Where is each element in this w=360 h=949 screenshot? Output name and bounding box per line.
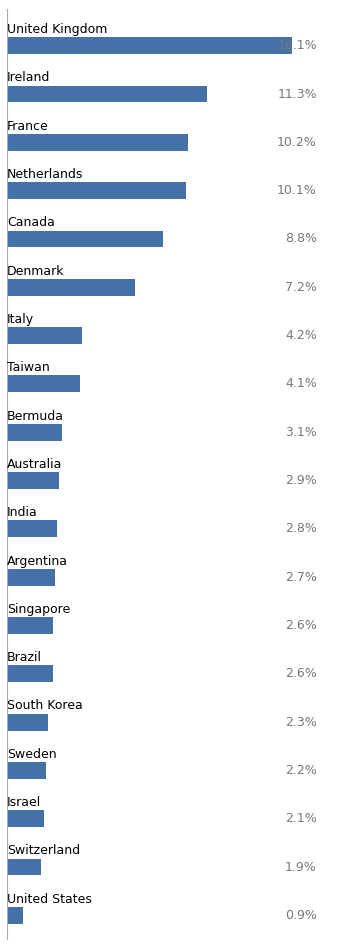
Text: Australia: Australia: [7, 457, 63, 471]
Text: Brazil: Brazil: [7, 651, 42, 664]
Bar: [7, 472, 59, 489]
Text: South Korea: South Korea: [7, 699, 83, 713]
Bar: [7, 424, 62, 440]
Text: Denmark: Denmark: [7, 265, 65, 278]
Bar: [7, 520, 57, 537]
Text: United States: United States: [7, 893, 92, 905]
Bar: [7, 327, 81, 344]
Bar: [7, 231, 163, 248]
Bar: [7, 714, 48, 731]
Bar: [7, 762, 46, 779]
Text: 2.1%: 2.1%: [285, 812, 317, 826]
Bar: [7, 568, 55, 586]
Text: Netherlands: Netherlands: [7, 168, 84, 181]
Text: 7.2%: 7.2%: [285, 281, 317, 294]
Bar: [7, 182, 186, 199]
Bar: [7, 85, 207, 102]
Text: Argentina: Argentina: [7, 554, 68, 568]
Text: France: France: [7, 120, 49, 133]
Bar: [7, 907, 23, 923]
Bar: [7, 617, 53, 634]
Text: 2.2%: 2.2%: [285, 764, 317, 777]
Bar: [7, 279, 135, 296]
Text: 2.9%: 2.9%: [285, 474, 317, 487]
Text: 8.8%: 8.8%: [285, 233, 317, 246]
Text: 2.7%: 2.7%: [285, 570, 317, 584]
Text: Italy: Italy: [7, 313, 34, 326]
Text: 3.1%: 3.1%: [285, 426, 317, 438]
Text: Singapore: Singapore: [7, 603, 71, 616]
Text: 10.1%: 10.1%: [277, 184, 317, 197]
Bar: [7, 134, 188, 151]
Bar: [7, 376, 80, 392]
Bar: [7, 810, 44, 828]
Text: United Kingdom: United Kingdom: [7, 23, 108, 36]
Text: Sweden: Sweden: [7, 748, 57, 761]
Text: 10.2%: 10.2%: [277, 136, 317, 149]
Text: Bermuda: Bermuda: [7, 410, 64, 422]
Text: 2.6%: 2.6%: [285, 619, 317, 632]
Bar: [7, 665, 53, 682]
Text: Taiwan: Taiwan: [7, 362, 50, 374]
Text: 2.6%: 2.6%: [285, 667, 317, 680]
Bar: [7, 859, 41, 876]
Text: 1.9%: 1.9%: [285, 861, 317, 873]
Text: Ireland: Ireland: [7, 71, 50, 84]
Text: 4.2%: 4.2%: [285, 329, 317, 342]
Text: 2.3%: 2.3%: [285, 716, 317, 729]
Text: Israel: Israel: [7, 796, 41, 809]
Text: Canada: Canada: [7, 216, 55, 230]
Text: 11.3%: 11.3%: [277, 87, 317, 101]
Bar: [7, 37, 292, 54]
Text: 16.1%: 16.1%: [277, 39, 317, 52]
Text: 4.1%: 4.1%: [285, 378, 317, 390]
Text: India: India: [7, 506, 38, 519]
Text: Switzerland: Switzerland: [7, 845, 80, 857]
Text: 0.9%: 0.9%: [285, 909, 317, 921]
Text: 2.8%: 2.8%: [285, 522, 317, 535]
